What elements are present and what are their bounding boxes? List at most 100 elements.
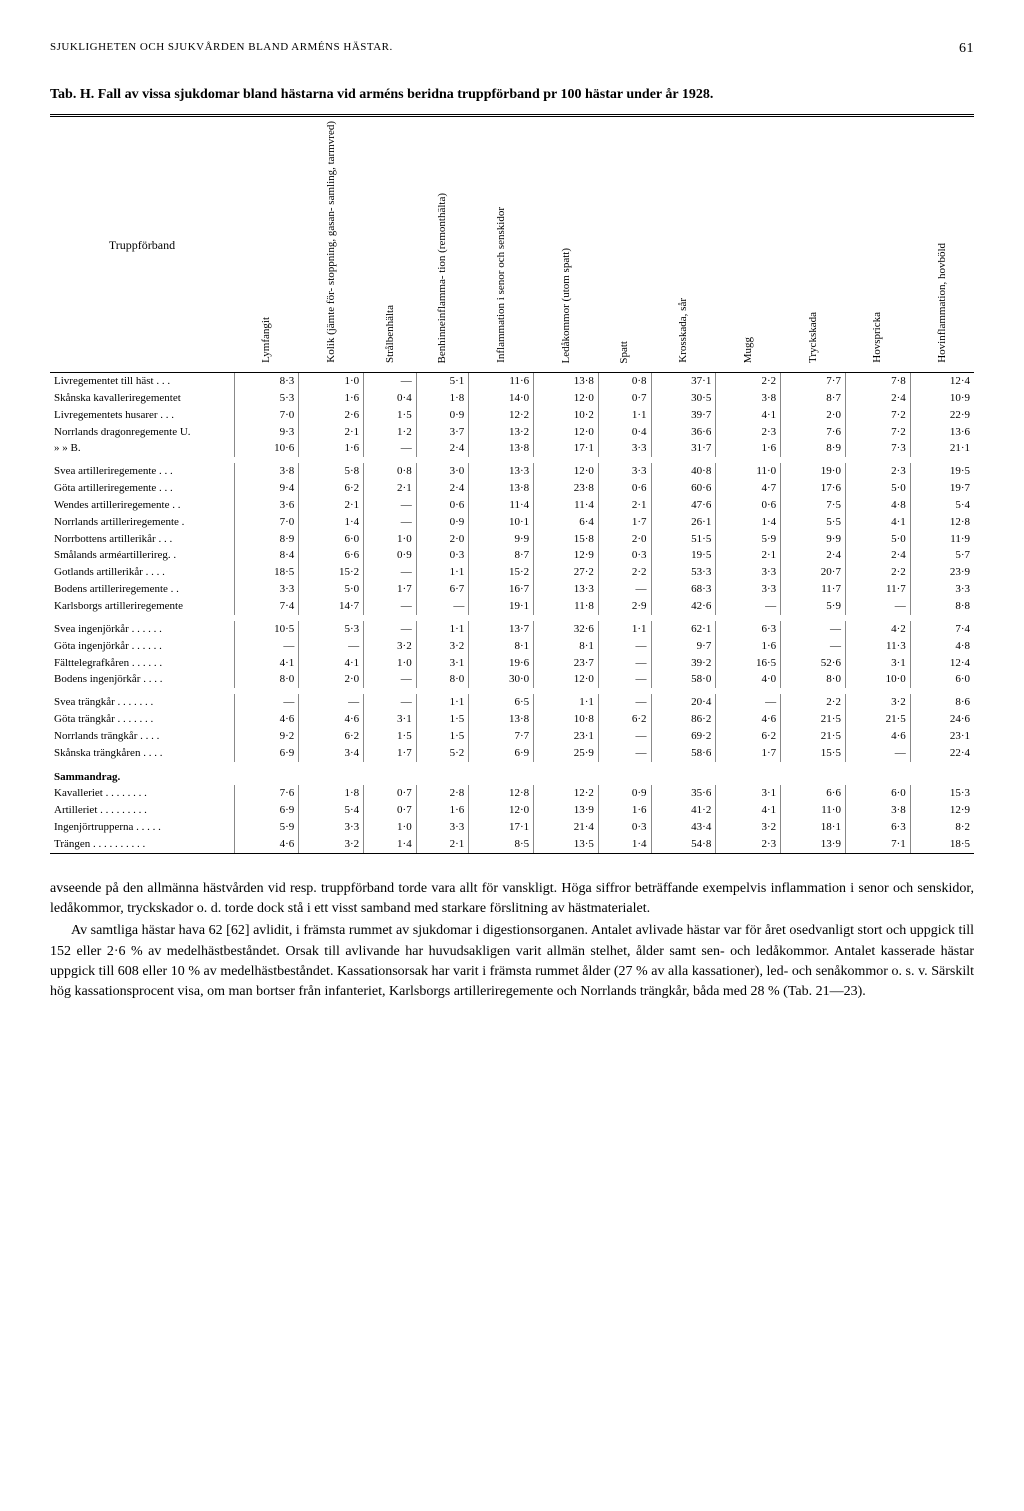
row-label: Kavalleriet . . . . . . . . [50, 785, 234, 802]
cell: 6·6 [299, 547, 364, 564]
cell: 60·6 [651, 480, 716, 497]
cell: 24·6 [910, 711, 974, 728]
cell: 8·2 [910, 819, 974, 836]
cell: 7·5 [781, 497, 846, 514]
cell: 47·6 [651, 497, 716, 514]
cell: 19·5 [910, 463, 974, 480]
cell: 2·3 [716, 836, 781, 853]
cell: 7·8 [845, 373, 910, 390]
cell: 23·9 [910, 564, 974, 581]
table-row: Wendes artilleriregemente . .3·62·1—0·61… [50, 497, 974, 514]
cell: 11·0 [716, 463, 781, 480]
cell: 12·8 [469, 785, 534, 802]
cell: 10·6 [234, 440, 299, 457]
cell: 3·3 [299, 819, 364, 836]
cell: 1·6 [299, 440, 364, 457]
cell: 16·7 [469, 581, 534, 598]
cell: 7·7 [469, 728, 534, 745]
row-label: Artilleriet . . . . . . . . . [50, 802, 234, 819]
cell: 21·4 [534, 819, 599, 836]
cell: 15·5 [781, 745, 846, 762]
cell: 2·3 [716, 424, 781, 441]
cell: — [364, 671, 417, 688]
cell: 2·0 [416, 531, 469, 548]
row-label: Svea trängkår . . . . . . . [50, 694, 234, 711]
cell: 26·1 [651, 514, 716, 531]
cell: 4·1 [716, 407, 781, 424]
table-row: Svea ingenjörkår . . . . . .10·55·3—1·11… [50, 621, 974, 638]
cell: 1·7 [716, 745, 781, 762]
cell: 9·9 [469, 531, 534, 548]
cell: 1·1 [416, 694, 469, 711]
table-row: Göta trängkår . . . . . . .4·64·63·11·51… [50, 711, 974, 728]
col-header: Tryckskada [781, 116, 846, 373]
cell: — [845, 598, 910, 615]
cell: 1·5 [364, 728, 417, 745]
paragraph-2: Av samtliga hästar hava 62 [62] avlidit,… [50, 921, 974, 1002]
cell: 1·1 [598, 621, 651, 638]
cell: 14·0 [469, 390, 534, 407]
cell: 13·5 [534, 836, 599, 853]
cell: 69·2 [651, 728, 716, 745]
cell: — [364, 514, 417, 531]
cell: 42·6 [651, 598, 716, 615]
table-row: Artilleriet . . . . . . . . .6·95·40·71·… [50, 802, 974, 819]
cell: — [364, 440, 417, 457]
row-label: Livregementet till häst . . . [50, 373, 234, 390]
cell: 1·1 [416, 564, 469, 581]
cell: 19·1 [469, 598, 534, 615]
cell: — [234, 694, 299, 711]
cell: 6·7 [416, 581, 469, 598]
cell: — [416, 598, 469, 615]
table-row: Norrlands trängkår . . . .9·26·21·51·57·… [50, 728, 974, 745]
cell: 11·3 [845, 638, 910, 655]
cell: 2·8 [416, 785, 469, 802]
cell: 54·8 [651, 836, 716, 853]
cell: 7·1 [845, 836, 910, 853]
cell: 21·5 [781, 728, 846, 745]
cell: 15·8 [534, 531, 599, 548]
cell: — [716, 694, 781, 711]
cell: 4·7 [716, 480, 781, 497]
cell: 11·4 [469, 497, 534, 514]
cell: 68·3 [651, 581, 716, 598]
cell: 3·3 [416, 819, 469, 836]
table-row: Göta ingenjörkår . . . . . .——3·23·28·18… [50, 638, 974, 655]
cell: 13·8 [469, 480, 534, 497]
cell: 21·1 [910, 440, 974, 457]
cell: 2·3 [845, 463, 910, 480]
row-label: Svea ingenjörkår . . . . . . [50, 621, 234, 638]
cell: 25·9 [534, 745, 599, 762]
cell: 8·5 [469, 836, 534, 853]
table-row: Bodens ingenjörkår . . . .8·02·0—8·030·0… [50, 671, 974, 688]
col-header: Hovspricka [845, 116, 910, 373]
cell: 1·6 [716, 638, 781, 655]
cell: 3·7 [416, 424, 469, 441]
cell: 9·9 [781, 531, 846, 548]
row-label: Norrbottens artillerikår . . . [50, 531, 234, 548]
col-header: Strålbenhälta [364, 116, 417, 373]
cell: 7·6 [234, 785, 299, 802]
col-header: Spatt [598, 116, 651, 373]
cell: 5·9 [234, 819, 299, 836]
row-label: Wendes artilleriregemente . . [50, 497, 234, 514]
cell: 5·1 [416, 373, 469, 390]
row-label: Trängen . . . . . . . . . . [50, 836, 234, 853]
cell: 8·7 [469, 547, 534, 564]
page-number: 61 [959, 40, 974, 59]
cell: 11·4 [534, 497, 599, 514]
table-row: » » B.10·61·6—2·413·817·13·331·71·68·97·… [50, 440, 974, 457]
cell: 0·6 [416, 497, 469, 514]
cell: 35·6 [651, 785, 716, 802]
cell: 2·0 [598, 531, 651, 548]
row-label: Göta trängkår . . . . . . . [50, 711, 234, 728]
cell: 4·1 [716, 802, 781, 819]
cell: 4·1 [234, 655, 299, 672]
cell: 7·2 [845, 424, 910, 441]
cell: 3·3 [716, 581, 781, 598]
cell: 10·2 [534, 407, 599, 424]
cell: 8·8 [910, 598, 974, 615]
cell: 1·1 [416, 621, 469, 638]
cell: 15·2 [469, 564, 534, 581]
table-caption-prefix: Tab. H. [50, 87, 94, 102]
